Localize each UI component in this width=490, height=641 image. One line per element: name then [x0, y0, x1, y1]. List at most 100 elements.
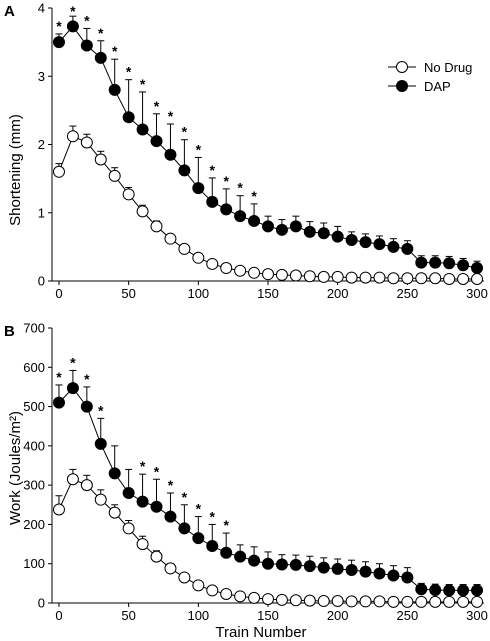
panel-b-no-drug-point: [248, 591, 261, 604]
panel-b-y-tick-label: 100: [23, 556, 45, 571]
panel-a-x-tick-label: 0: [55, 286, 62, 301]
panel-b-dap-point: [443, 584, 456, 597]
panel-b-significance-star: *: [168, 477, 174, 493]
panel-b-significance-star: *: [140, 458, 146, 474]
panel-a-dap-point: [80, 39, 93, 52]
legend: No Drug DAP: [388, 60, 472, 94]
panel-a-no-drug-point: [457, 272, 470, 285]
panel-b-no-drug-point: [178, 571, 191, 584]
panel-a-no-drug-point: [66, 130, 79, 143]
panel-a-y-axis-title: Shortening (mm): [7, 114, 24, 226]
panel-a-dap-point: [108, 83, 121, 96]
panel-b-dap-point: [206, 540, 219, 553]
panel-b-dap-point: [220, 546, 233, 559]
panel-b-dap-point: [150, 500, 163, 513]
panel-a-no-drug-point: [317, 270, 330, 283]
panel-a-dap-point: [303, 225, 316, 238]
panel-b-no-drug-point: [262, 593, 274, 606]
panel-b-no-drug-point: [331, 595, 344, 608]
panel-a-significance-star: *: [210, 162, 216, 178]
panel-b-no-drug-point: [192, 579, 205, 592]
panel-a-y-tick-label: 4: [38, 1, 45, 16]
panel-a-no-drug-point: [178, 242, 191, 255]
panel-b-no-drug-point: [415, 595, 428, 608]
panel-b-x-tick-label: 50: [121, 608, 135, 623]
panel-a-dap-point: [178, 164, 191, 177]
panel-b-dap-point: [275, 558, 288, 571]
panel-a-plot-area: * * * * * * * * * * * * * * *: [52, 3, 484, 285]
panel-b-no-drug-point: [136, 538, 149, 551]
panel-a-no-drug-point: [220, 262, 233, 275]
panel-a-dap-point: [289, 220, 302, 233]
legend-label-no-drug: No Drug: [424, 60, 472, 75]
panel-b-dap-point: [108, 467, 121, 480]
panel-a-no-drug-point: [150, 220, 163, 233]
panel-b-dap-point: [331, 562, 344, 575]
panel-a-significance-star: *: [251, 188, 257, 204]
panel-a-significance-star: *: [168, 108, 174, 124]
panel-b-dap-point: [317, 561, 330, 574]
panel-a-dap-point: [220, 203, 233, 216]
panel-a-x-tick-label: 300: [466, 286, 488, 301]
legend-marker-dap: [396, 80, 408, 92]
panel-b-significance-star: *: [84, 371, 90, 387]
panel-b-y-tick-label: 300: [23, 478, 45, 493]
legend-label-dap: DAP: [424, 79, 451, 94]
panel-b-no-drug-point: [122, 522, 135, 535]
panel-b-significance-star: *: [154, 463, 160, 479]
legend-entry-dap: DAP: [388, 79, 451, 94]
panel-a-dap-point: [262, 220, 274, 233]
panel-b-dap-point: [373, 567, 386, 580]
panel-b-y-tick-label: 200: [23, 517, 45, 532]
panel-b-dap-point: [136, 495, 149, 508]
panel-a-dap-point: [150, 135, 163, 148]
panel-b-dap-point: [262, 557, 274, 570]
panel-a-no-drug-point: [331, 270, 344, 283]
panel-a: A Shortening (mm) 0 1 2 3 4 0 50 100 150 200 250 30…: [4, 1, 488, 302]
panel-b-no-drug-point: [303, 594, 316, 607]
panel-b-dap-point: [178, 522, 191, 535]
panel-a-axes: 0 1 2 3 4 0 50 100 150 200 250 300: [38, 1, 488, 302]
panel-b-y-tick-label: 400: [23, 438, 45, 453]
panel-b-dap-point: [52, 396, 65, 409]
panel-b-dap-point: [471, 584, 484, 597]
panel-a-no-drug-point: [136, 205, 149, 218]
panel-a-significance-star: *: [182, 124, 188, 140]
panel-b-no-drug-point: [275, 593, 288, 606]
panel-b-no-drug-point: [443, 595, 456, 608]
panel-a-dap-point: [275, 223, 288, 236]
panel-a-significance-star: *: [98, 25, 104, 41]
panel-a-significance-star: *: [84, 12, 90, 28]
panel-b-no-drug-point: [164, 562, 177, 575]
panel-b-no-drug-point: [66, 473, 79, 486]
panel-a-dap-point: [66, 20, 79, 33]
panel-b-no-drug-point: [471, 595, 484, 608]
panel-b-y-tick-label: 500: [23, 399, 45, 414]
panel-a-dap-point: [206, 195, 219, 208]
panel-b-x-tick-label: 100: [187, 608, 209, 623]
panel-a-significance-star: *: [237, 180, 243, 196]
panel-a-no-drug-point: [289, 269, 302, 282]
panel-a-no-drug-point: [248, 266, 261, 279]
panel-a-no-drug-point: [471, 272, 484, 285]
panel-b-dap-point: [234, 550, 247, 563]
panel-a-no-drug-series-line: [58, 135, 478, 280]
panel-a-y-tick-label: 3: [38, 69, 45, 84]
panel-a-dap-point: [345, 234, 358, 247]
panel-a-no-drug-point: [415, 272, 428, 285]
panel-a-no-drug-point: [387, 272, 400, 285]
panel-b-no-drug-point: [150, 550, 163, 563]
panel-b-dap-point: [401, 571, 414, 584]
panel-b-no-drug-point: [108, 506, 121, 519]
panel-a-dap-point: [471, 262, 484, 275]
panel-a-no-drug-point: [80, 136, 93, 149]
panel-b-y-tick-label: 700: [23, 321, 45, 336]
panel-a-dap-point: [317, 227, 330, 240]
panel-a-no-drug-point: [359, 271, 372, 284]
panel-b-dap-point: [359, 565, 372, 578]
panel-a-dap-point: [415, 256, 428, 269]
panel-b-no-drug-point: [52, 503, 65, 516]
panel-b-no-drug-point: [317, 595, 330, 608]
panel-a-dap-point: [52, 36, 65, 49]
